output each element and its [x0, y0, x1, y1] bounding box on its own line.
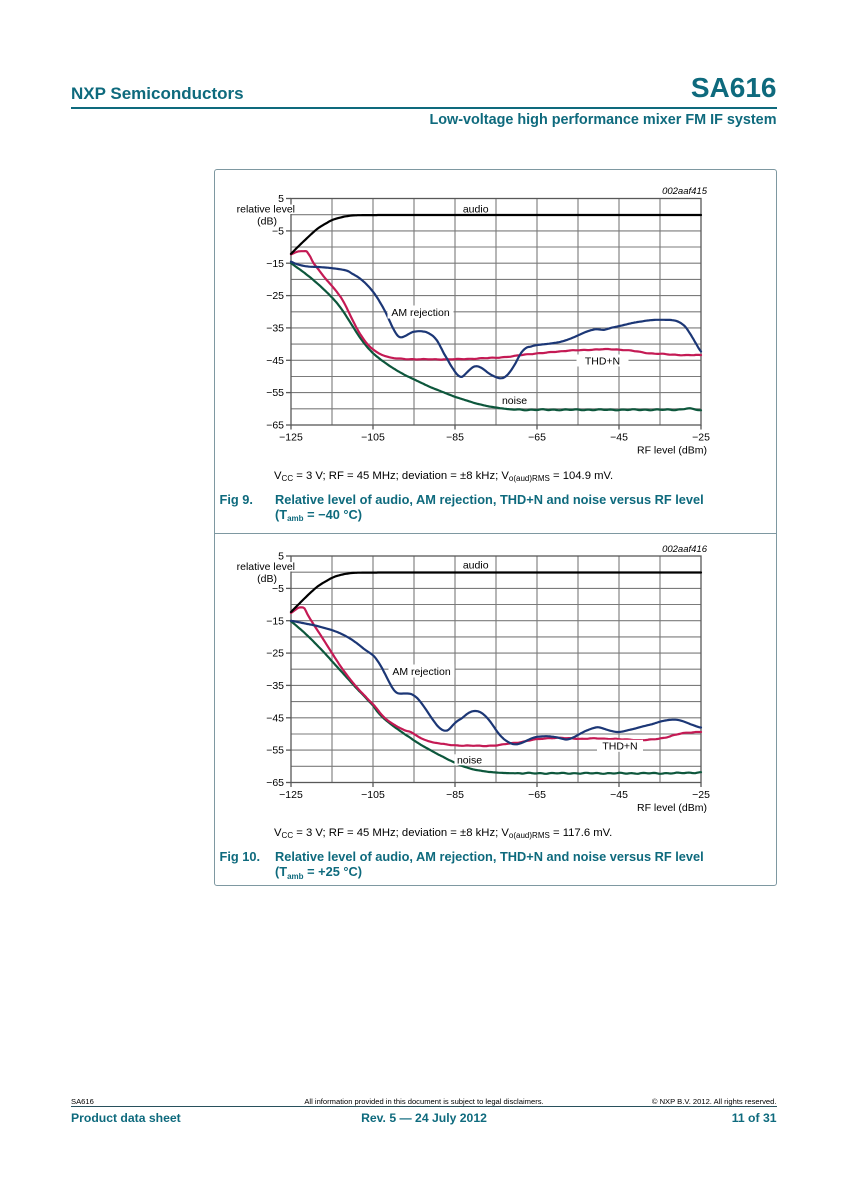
svg-text:−45: −45 — [266, 712, 284, 724]
svg-text:−5: −5 — [272, 226, 284, 238]
svg-text:002aaf416: 002aaf416 — [662, 544, 708, 555]
svg-text:AM rejection: AM rejection — [392, 666, 451, 678]
svg-text:−105: −105 — [361, 789, 385, 801]
svg-text:noise: noise — [502, 395, 527, 407]
svg-text:−55: −55 — [266, 745, 284, 757]
svg-text:(dB): (dB) — [257, 573, 277, 585]
svg-text:−35: −35 — [266, 680, 284, 692]
svg-text:−25: −25 — [266, 648, 284, 660]
svg-text:relative level: relative level — [237, 561, 295, 573]
svg-text:−45: −45 — [610, 432, 628, 444]
svg-text:RF level (dBm): RF level (dBm) — [637, 445, 707, 457]
svg-text:AM rejection: AM rejection — [391, 307, 450, 319]
svg-text:−5: −5 — [272, 583, 284, 595]
svg-text:−45: −45 — [266, 355, 284, 367]
svg-text:−25: −25 — [692, 432, 710, 444]
svg-text:−65: −65 — [528, 432, 546, 444]
svg-text:relative level: relative level — [237, 204, 295, 216]
svg-text:5: 5 — [278, 193, 284, 205]
svg-text:(dB): (dB) — [257, 216, 277, 228]
svg-text:−85: −85 — [446, 789, 464, 801]
svg-text:−15: −15 — [266, 615, 284, 627]
svg-text:−55: −55 — [266, 387, 284, 399]
svg-text:5: 5 — [278, 551, 284, 563]
svg-text:−45: −45 — [610, 789, 628, 801]
svg-text:002aaf415: 002aaf415 — [662, 186, 708, 197]
svg-text:THD+N: THD+N — [585, 355, 620, 367]
svg-text:audio: audio — [463, 203, 489, 215]
svg-text:RF level (dBm): RF level (dBm) — [637, 802, 707, 814]
svg-text:−65: −65 — [266, 777, 284, 789]
svg-text:−35: −35 — [266, 323, 284, 335]
svg-text:−65: −65 — [528, 789, 546, 801]
svg-text:THD+N: THD+N — [602, 741, 637, 753]
svg-text:−105: −105 — [361, 432, 385, 444]
svg-text:−125: −125 — [279, 432, 303, 444]
svg-text:−25: −25 — [692, 789, 710, 801]
svg-text:−85: −85 — [446, 432, 464, 444]
svg-text:noise: noise — [457, 755, 482, 767]
svg-text:−25: −25 — [266, 290, 284, 302]
svg-text:−15: −15 — [266, 258, 284, 270]
svg-text:audio: audio — [463, 559, 489, 571]
svg-text:−65: −65 — [266, 420, 284, 432]
svg-text:−125: −125 — [279, 789, 303, 801]
